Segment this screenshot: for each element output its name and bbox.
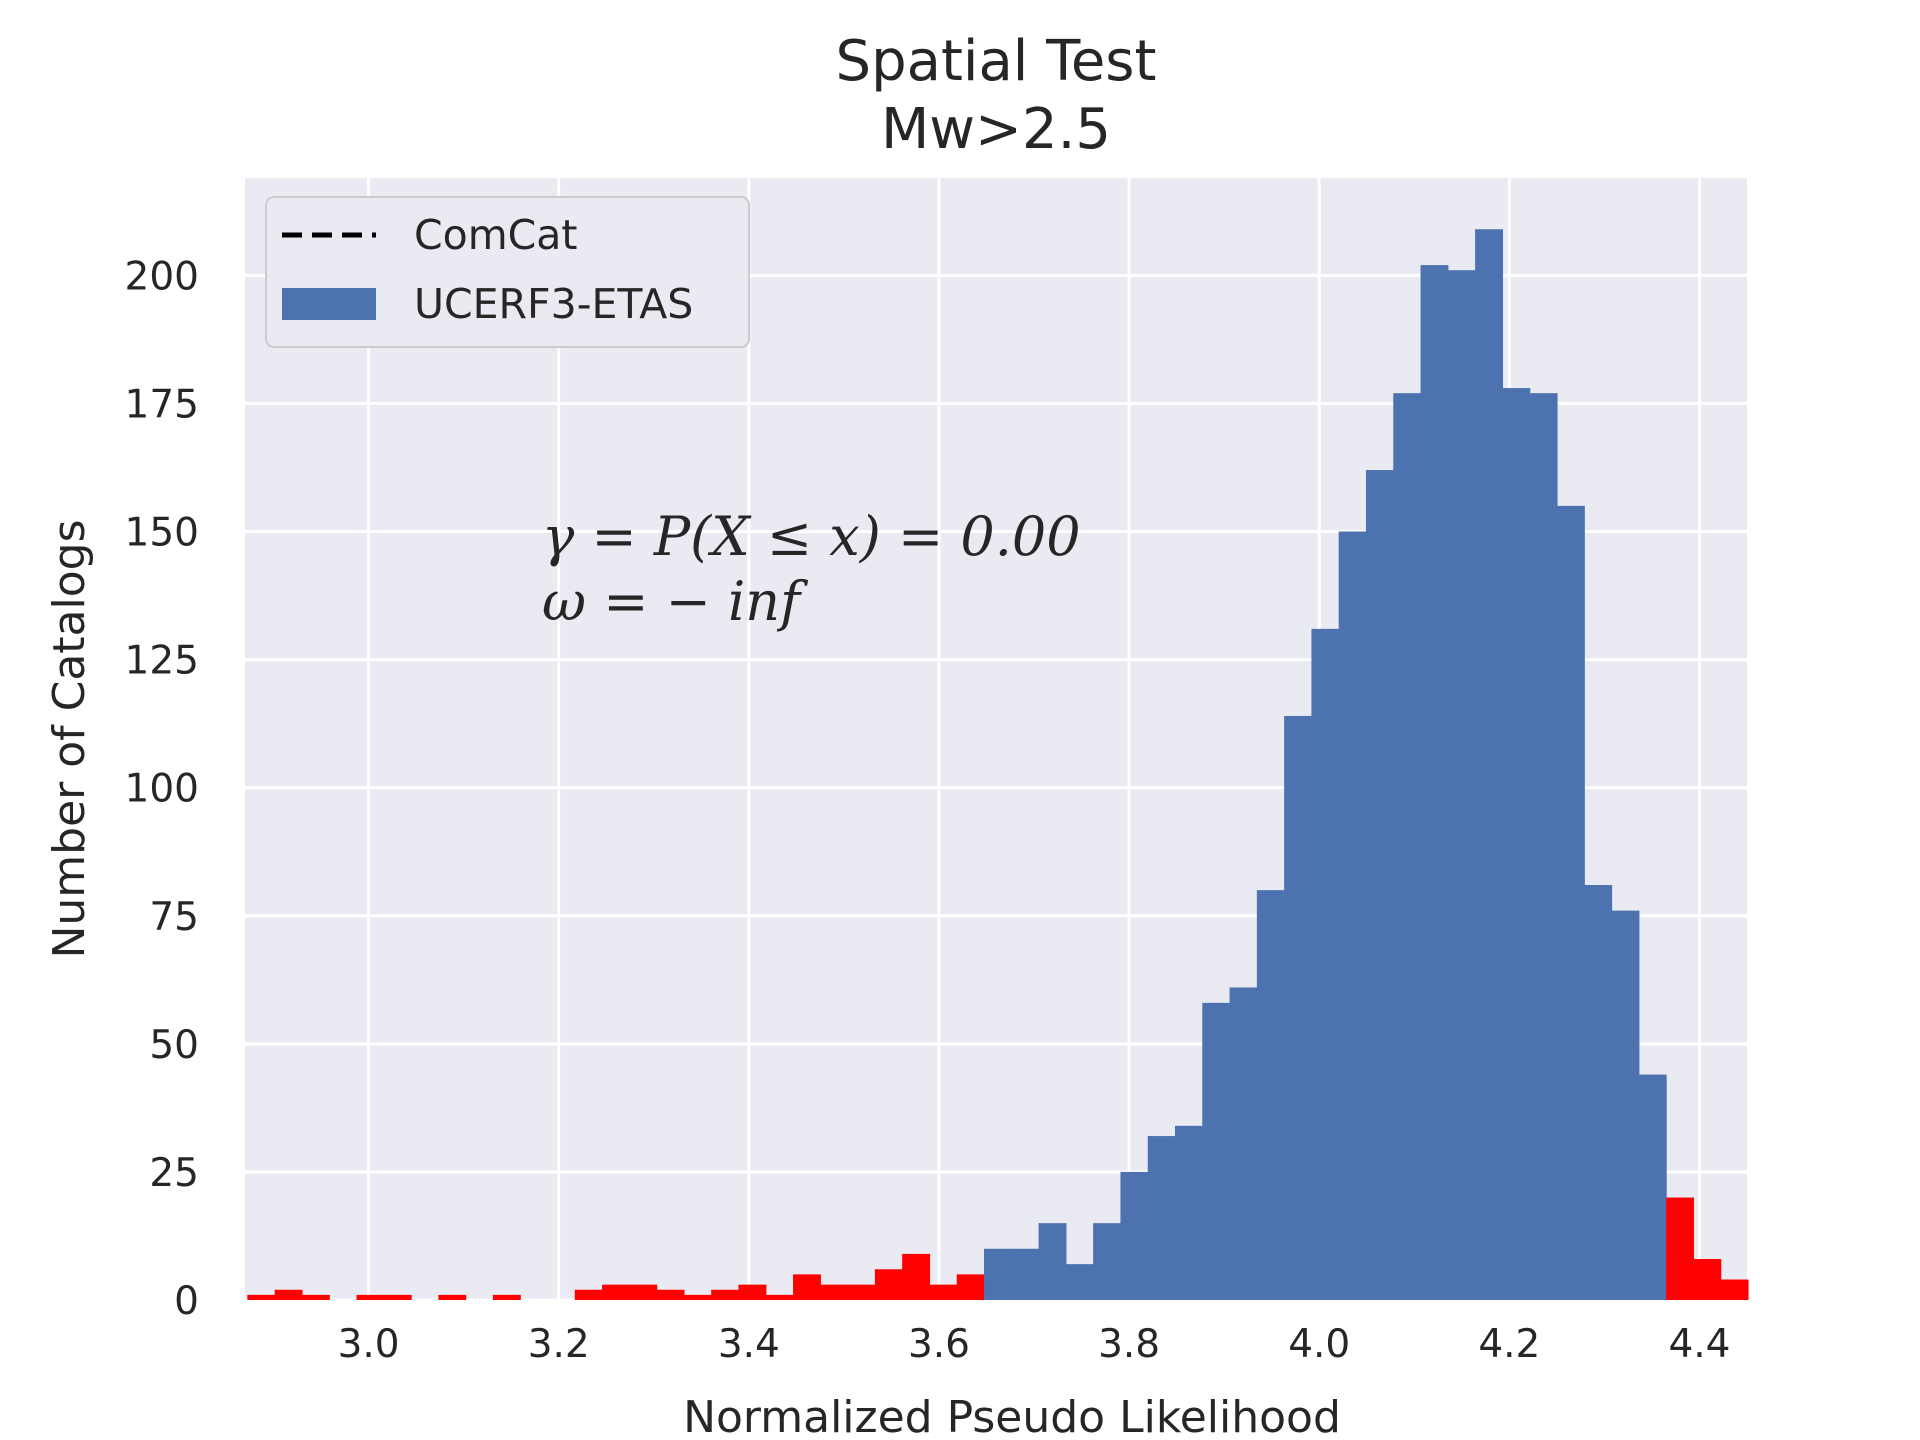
- histogram-bar-outlier: [438, 1294, 467, 1300]
- y-tick-label: 100: [125, 767, 199, 812]
- y-tick-label: 75: [149, 895, 199, 940]
- x-tick-label: 4.2: [1478, 1322, 1540, 1367]
- annotation-omega: ω = − inf: [542, 570, 808, 633]
- histogram-bar: [1365, 470, 1394, 1300]
- histogram-bar: [1420, 265, 1449, 1300]
- y-tick-labels: 0 25 50 75 100 125 150 175 200: [125, 254, 199, 1324]
- legend-comcat-label: ComCat: [414, 211, 577, 259]
- histogram-bar: [1120, 1171, 1149, 1300]
- histogram-bar-outlier: [274, 1289, 303, 1300]
- histogram-bar: [1556, 505, 1585, 1301]
- histogram-bar-outlier: [765, 1294, 794, 1300]
- x-tick-label: 3.0: [338, 1322, 400, 1367]
- histogram-bar-outlier: [793, 1274, 821, 1300]
- histogram-bar: [1256, 890, 1285, 1300]
- histogram-bar: [1338, 531, 1367, 1300]
- histogram-bar: [1284, 715, 1313, 1300]
- histogram-bar: [1529, 393, 1558, 1300]
- histogram-bar: [1038, 1223, 1067, 1300]
- histogram-bar-outlier: [356, 1294, 385, 1300]
- histogram-bar: [1475, 229, 1504, 1300]
- histogram-bar-outlier: [247, 1294, 276, 1300]
- histogram-bar: [1311, 628, 1340, 1300]
- legend: ComCat UCERF3-ETAS: [265, 196, 750, 348]
- histogram-bar: [1065, 1264, 1094, 1300]
- histogram-bar-outlier: [902, 1253, 931, 1300]
- histogram-bars: [247, 229, 1749, 1301]
- histogram-bar-outlier: [656, 1289, 685, 1300]
- x-tick-label: 3.8: [1098, 1322, 1160, 1367]
- y-tick-label: 200: [125, 254, 199, 299]
- histogram-bar: [1011, 1248, 1040, 1300]
- histogram-bar-outlier: [301, 1294, 330, 1300]
- histogram-bar-outlier: [738, 1284, 767, 1300]
- histogram-bar: [1611, 910, 1640, 1300]
- y-tick-label: 0: [174, 1279, 199, 1324]
- histogram-bar-outlier: [874, 1269, 903, 1300]
- histogram-bar-outlier: [820, 1284, 849, 1300]
- y-tick-label: 175: [125, 382, 199, 427]
- annotation-gamma: γ = P(X ≤ x) = 0.00: [542, 505, 1081, 568]
- histogram-bar-outlier: [1666, 1197, 1694, 1300]
- x-axis-label: Normalized Pseudo Likelihood: [683, 1392, 1341, 1440]
- x-tick-label: 4.4: [1668, 1322, 1730, 1367]
- legend-frame: [265, 196, 750, 348]
- histogram-bar-outlier: [492, 1294, 521, 1300]
- histogram-bar-outlier: [683, 1294, 712, 1300]
- histogram-bar: [1502, 388, 1531, 1300]
- histogram-bar-outlier: [602, 1284, 630, 1300]
- x-tick-label: 3.6: [908, 1322, 970, 1367]
- histogram-bar: [1638, 1074, 1667, 1300]
- histogram-bar: [1584, 885, 1613, 1300]
- histogram-bar-outlier: [629, 1284, 658, 1300]
- histogram-bar-outlier: [1720, 1279, 1749, 1300]
- histogram-bar: [1229, 987, 1258, 1300]
- y-axis-label: Number of Catalogs: [44, 519, 95, 958]
- y-tick-label: 50: [149, 1023, 199, 1068]
- histogram-bar: [1393, 393, 1422, 1300]
- x-tick-label: 3.4: [718, 1322, 780, 1367]
- y-tick-label: 25: [149, 1151, 199, 1196]
- legend-ucerf3-label: UCERF3-ETAS: [414, 280, 693, 328]
- histogram-bar-outlier: [383, 1294, 412, 1300]
- histogram-bar-outlier: [847, 1284, 876, 1300]
- histogram-bar: [1093, 1223, 1122, 1300]
- x-tick-label: 3.2: [528, 1322, 590, 1367]
- x-tick-labels: 3.0 3.2 3.4 3.6 3.8 4.0 4.2 4.4: [338, 1322, 1731, 1367]
- histogram-bar: [984, 1248, 1012, 1300]
- x-tick-label: 4.0: [1288, 1322, 1350, 1367]
- histogram-bar-outlier: [574, 1289, 603, 1300]
- chart-subtitle: Mw>2.5: [881, 97, 1111, 162]
- histogram-bar-outlier: [929, 1284, 958, 1300]
- histogram-bar-outlier: [711, 1289, 740, 1300]
- histogram-bar: [1202, 1002, 1231, 1300]
- y-tick-label: 125: [125, 639, 199, 684]
- histogram-bar-outlier: [956, 1274, 985, 1300]
- histogram-bar: [1147, 1136, 1176, 1300]
- histogram-bar: [1175, 1125, 1203, 1300]
- chart-title: Spatial Test: [836, 29, 1157, 94]
- histogram-bar: [1447, 270, 1476, 1300]
- histogram-bar-outlier: [1693, 1259, 1722, 1300]
- y-tick-label: 150: [125, 511, 199, 556]
- legend-ucerf3-swatch: [282, 288, 376, 320]
